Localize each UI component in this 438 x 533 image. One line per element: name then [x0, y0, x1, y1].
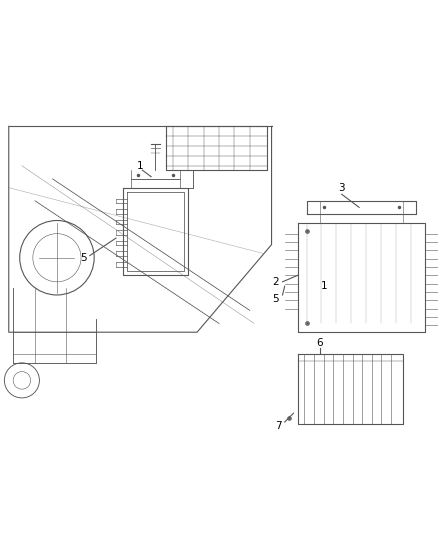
Text: 2: 2 [272, 277, 279, 287]
Text: 5: 5 [80, 253, 87, 263]
Text: 6: 6 [316, 338, 323, 348]
Text: 1: 1 [137, 161, 144, 171]
Text: 5: 5 [272, 294, 279, 304]
Text: 7: 7 [275, 422, 282, 431]
Text: 3: 3 [338, 183, 345, 192]
Text: 1: 1 [321, 281, 328, 291]
